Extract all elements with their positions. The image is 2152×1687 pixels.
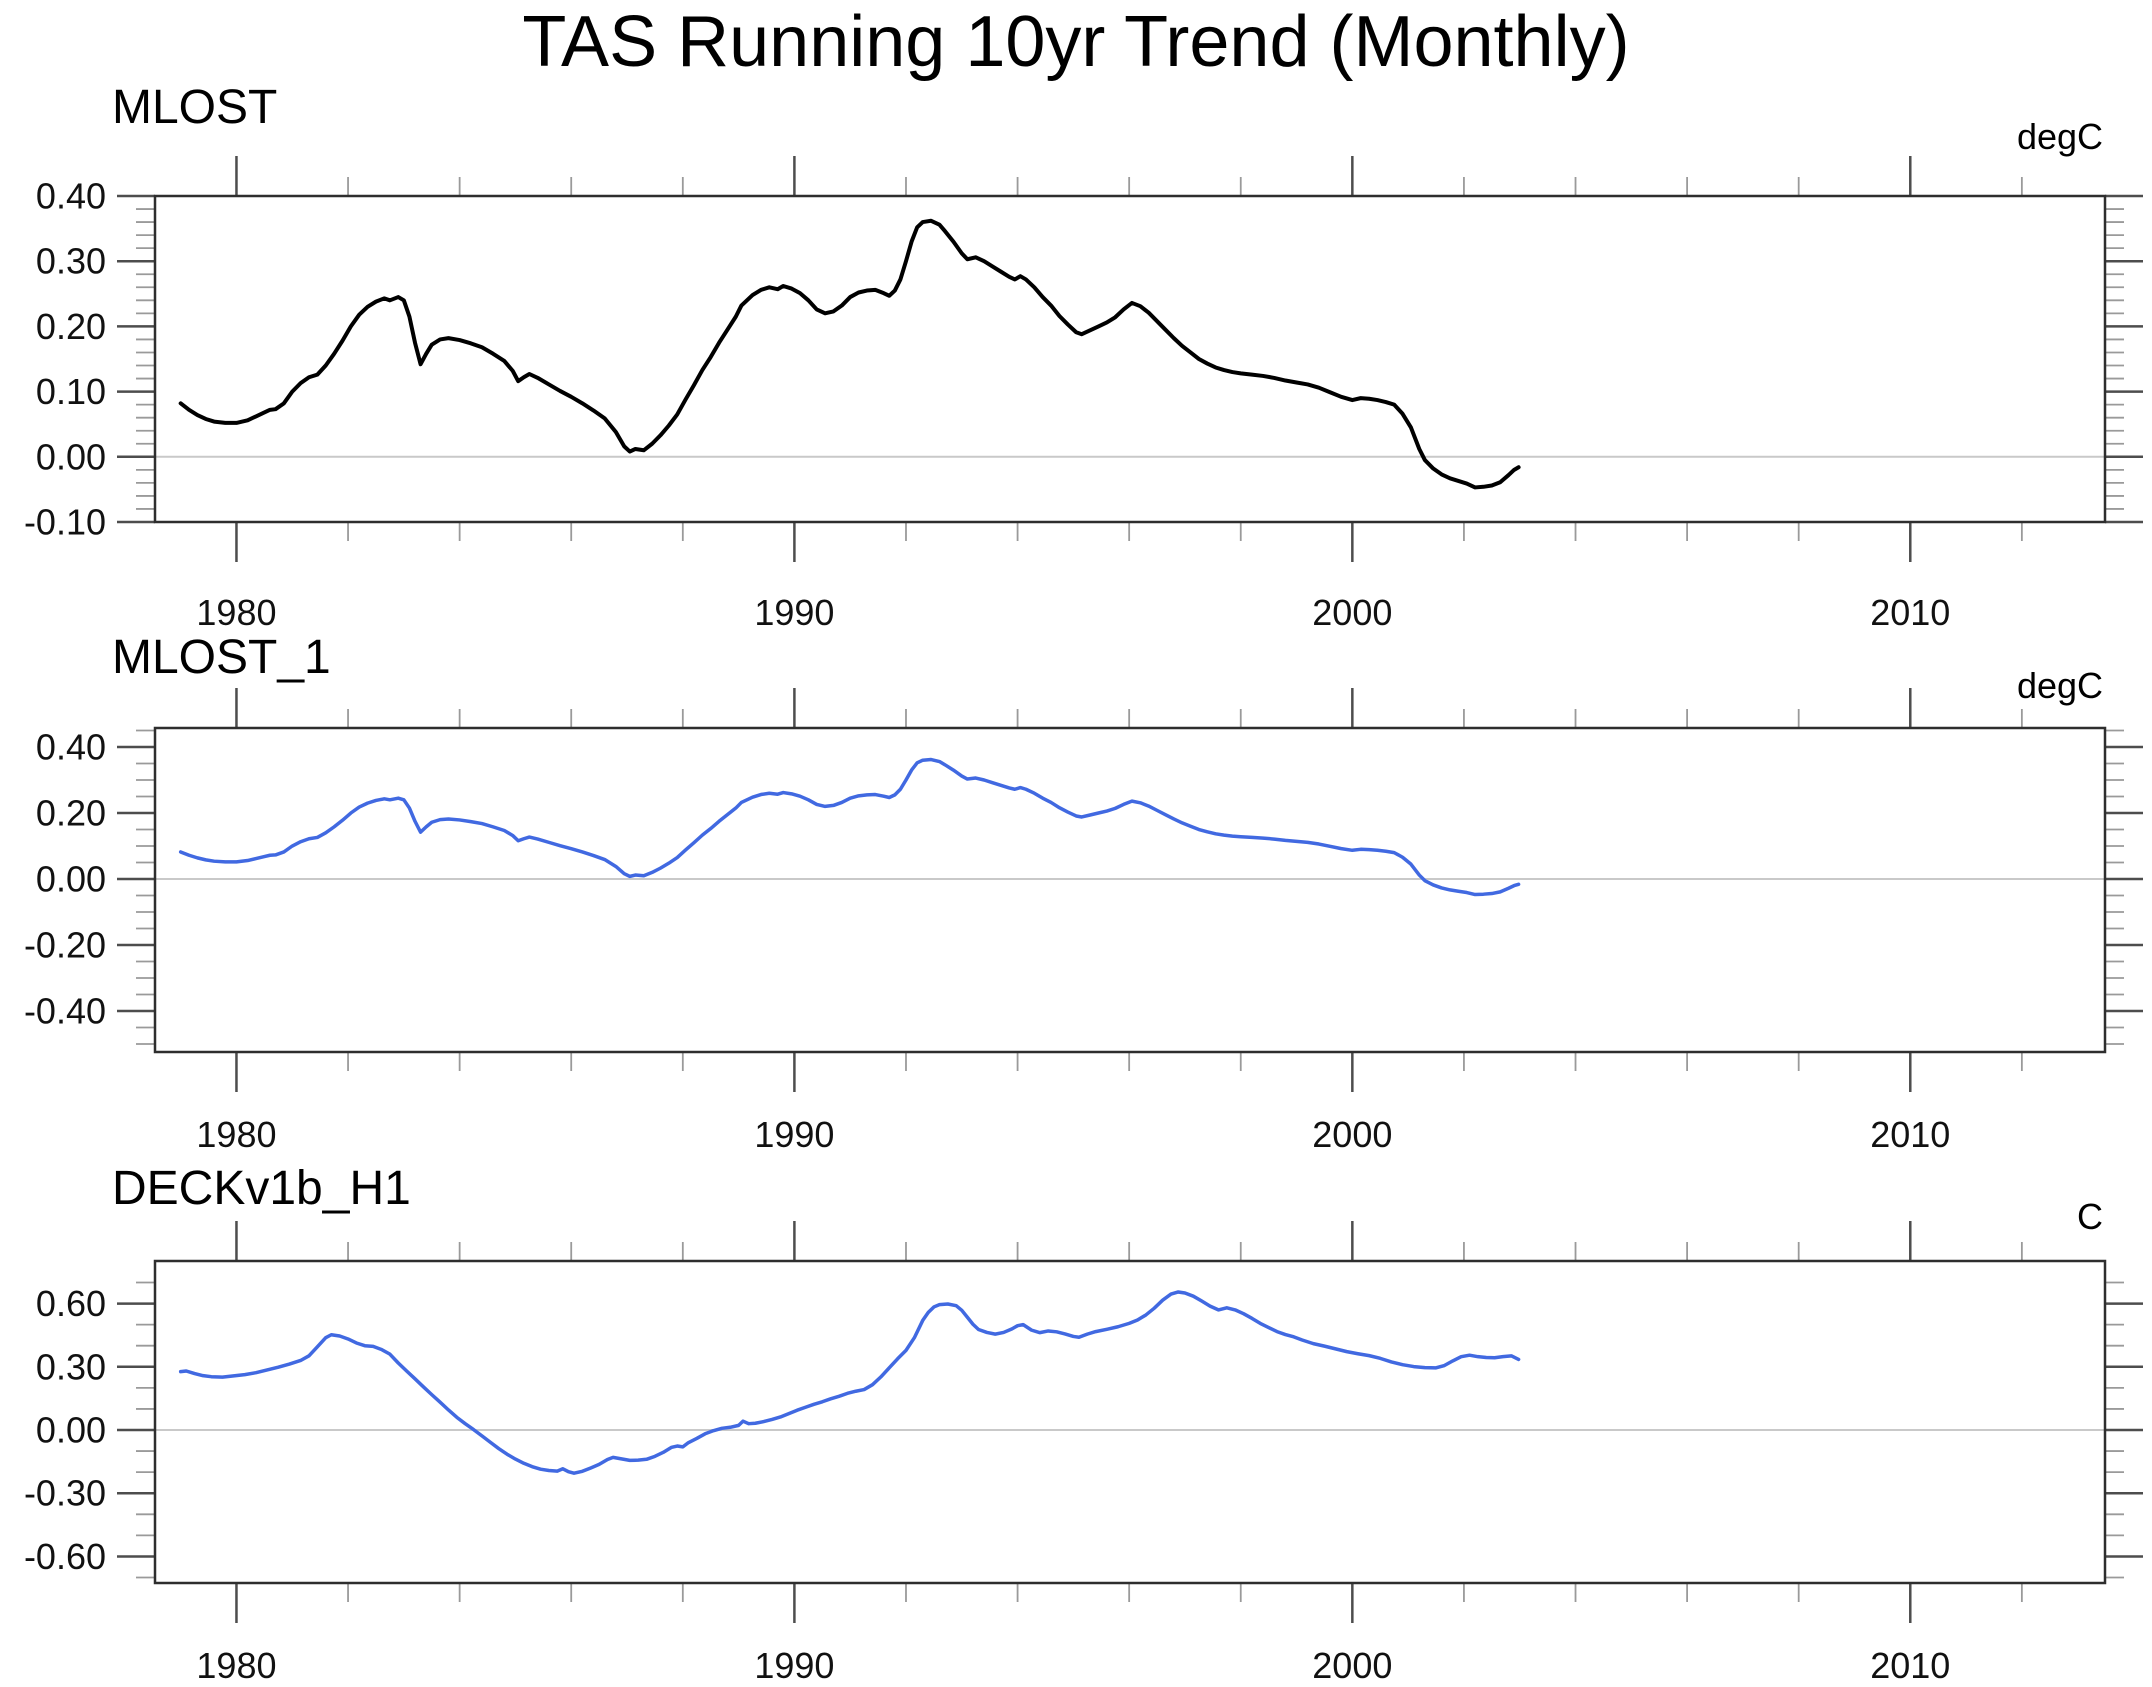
x-tick-label: 2000 — [1312, 1645, 1392, 1686]
main-title: TAS Running 10yr Trend (Monthly) — [522, 2, 1630, 82]
panel-1-title: MLOST — [112, 81, 278, 134]
y-tick-label: -0.30 — [24, 1473, 106, 1514]
panel-2-y-ticks — [117, 729, 2143, 1045]
series-MLOST_1-line — [178, 757, 1521, 897]
plot-frame — [153, 194, 2107, 524]
panel-1-y-ticks — [117, 194, 2143, 524]
x-tick-label: 1990 — [754, 1645, 834, 1686]
x-tick-label: 1980 — [196, 1114, 276, 1155]
plot-frame — [153, 726, 2107, 1054]
y-tick-label: 0.60 — [36, 1283, 106, 1324]
panel-1-unit-label: degC — [2016, 116, 2103, 157]
panel-3-x-ticks — [235, 1221, 2023, 1623]
x-tick-label: 1990 — [754, 592, 834, 633]
plot-frame — [153, 1259, 2107, 1585]
y-tick-label: 0.20 — [36, 793, 106, 834]
panel-1-tick-labels: 1980 1990 2000 2010 0.40 0.30 0.20 0.10 0.00 -0.1… — [24, 176, 1950, 634]
y-tick-label: 0.00 — [36, 859, 106, 900]
series-DECKv1b_H1-line — [178, 1290, 1521, 1475]
y-tick-label: 0.30 — [36, 241, 106, 282]
y-tick-label: 0.40 — [36, 727, 106, 768]
panel-3-y-ticks — [117, 1281, 2143, 1579]
panel-3-tick-labels: 1980 1990 2000 2010 0.60 0.30 0.00 -0.30 -0.60 — [24, 1283, 1950, 1686]
y-tick-label: 0.40 — [36, 176, 106, 217]
x-tick-label: 1980 — [196, 592, 276, 633]
y-tick-label: 0.20 — [36, 306, 106, 347]
x-tick-label: 2000 — [1312, 1114, 1392, 1155]
y-tick-label: -0.40 — [24, 991, 106, 1032]
panel-2-x-ticks — [235, 688, 2023, 1092]
y-tick-label: -0.20 — [24, 925, 106, 966]
x-tick-label: 1980 — [196, 1645, 276, 1686]
panel-3-unit-label: C — [2077, 1196, 2103, 1237]
panel-2: 1980 1990 2000 2010 0.40 0.20 0.00 -0.20 -0.40 — [24, 688, 2143, 1155]
panel-1-x-ticks — [235, 156, 2023, 562]
panel-2-unit-label: degC — [2016, 665, 2103, 706]
panel-2-title: MLOST_1 — [112, 631, 331, 684]
y-tick-label: 0.00 — [36, 436, 106, 477]
panel-1: 1980 1990 2000 2010 0.40 0.30 0.20 0.10 0.00 -0.1… — [24, 156, 2143, 633]
panel-2-tick-labels: 1980 1990 2000 2010 0.40 0.20 0.00 -0.20 -0.40 — [24, 727, 1950, 1155]
y-tick-label: 0.00 — [36, 1410, 106, 1451]
x-tick-label: 1990 — [754, 1114, 834, 1155]
y-tick-label: 0.10 — [36, 371, 106, 412]
x-tick-label: 2010 — [1870, 1114, 1950, 1155]
x-tick-label: 2010 — [1870, 592, 1950, 633]
panel-3-title: DECKv1b_H1 — [112, 1162, 411, 1215]
series-MLOST-line — [178, 218, 1521, 490]
y-tick-label: -0.60 — [24, 1536, 106, 1577]
y-tick-label: 0.30 — [36, 1346, 106, 1387]
y-tick-label: -0.10 — [24, 502, 106, 543]
x-tick-label: 2000 — [1312, 592, 1392, 633]
x-tick-label: 2010 — [1870, 1645, 1950, 1686]
panel-3: 1980 1990 2000 2010 0.60 0.30 0.00 -0.30 -0.60 — [24, 1221, 2143, 1686]
